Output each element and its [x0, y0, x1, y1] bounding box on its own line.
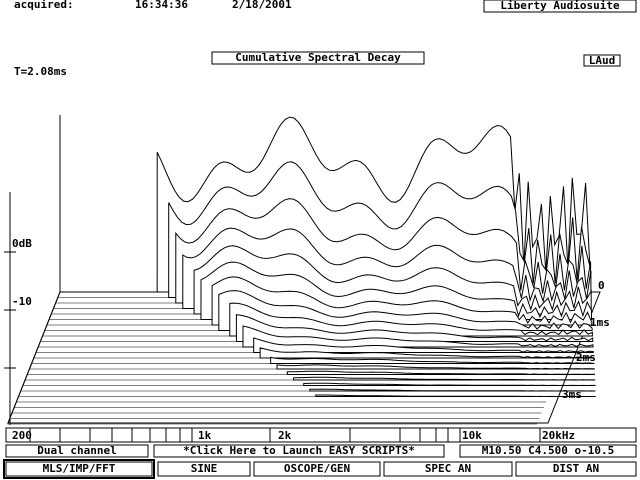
decay-slice [253, 337, 594, 353]
time-label: T=2.08ms [14, 65, 67, 78]
freq-label: 20kHz [542, 429, 575, 442]
scripts-link[interactable]: *Click Here to Launch EASY SCRIPTS* [183, 444, 415, 457]
title-box [211, 51, 425, 65]
waterfall [7, 115, 601, 425]
freq-label: 200 [12, 429, 32, 442]
button[interactable] [383, 461, 513, 477]
badge-box [583, 54, 621, 67]
level-label: 0dB [12, 237, 32, 250]
params: M10.50 C4.500 o-10.5 [482, 444, 614, 457]
button-label[interactable]: MLS/IMP/FFT [43, 462, 116, 475]
button[interactable] [253, 461, 381, 477]
decay-slice [286, 370, 595, 375]
button-label[interactable]: DIST AN [553, 462, 599, 475]
badge: LAud [589, 54, 616, 67]
button[interactable] [515, 461, 637, 477]
freq-ticks [29, 428, 541, 442]
app-box [483, 0, 637, 13]
button-label[interactable]: SINE [191, 462, 218, 475]
button[interactable] [157, 461, 251, 477]
decay-slice [309, 388, 596, 392]
button-label[interactable]: SPEC AN [425, 462, 471, 475]
back-wall [7, 115, 61, 424]
decay-slice [293, 376, 596, 381]
freq-label: 10k [462, 429, 482, 442]
freq-label: 2k [278, 429, 292, 442]
button[interactable] [5, 461, 153, 477]
app-name: Liberty Audiosuite [500, 0, 620, 12]
depth-label: 3ms [562, 388, 582, 401]
status-mode: Dual channel [37, 444, 116, 457]
decay-slice [242, 325, 594, 348]
decay-slice [259, 347, 595, 359]
button-focus [3, 459, 155, 479]
status-box [5, 444, 149, 458]
decay-slice [235, 314, 594, 342]
decay-slice [303, 382, 596, 387]
depth-label: 0 [598, 279, 605, 292]
scripts-box[interactable] [153, 444, 445, 458]
params-box [459, 444, 637, 458]
decay-slice [270, 356, 595, 364]
decay-slice [229, 302, 593, 337]
acquired-date: 2/18/2001 [232, 0, 292, 11]
depth-label: 1ms [590, 316, 610, 329]
freq-label: 1k [198, 429, 212, 442]
decay-slice [315, 394, 596, 398]
level-label: -10 [12, 295, 32, 308]
acquired-label: acquired: [14, 0, 74, 11]
plot-title: Cumulative Spectral Decay [235, 51, 401, 64]
freq-axis-box [5, 427, 637, 443]
acquired-time: 16:34:36 [135, 0, 188, 11]
depth-label: 2ms [576, 351, 596, 364]
decay-slice [276, 364, 595, 370]
button-label[interactable]: OSCOPE/GEN [284, 462, 350, 475]
